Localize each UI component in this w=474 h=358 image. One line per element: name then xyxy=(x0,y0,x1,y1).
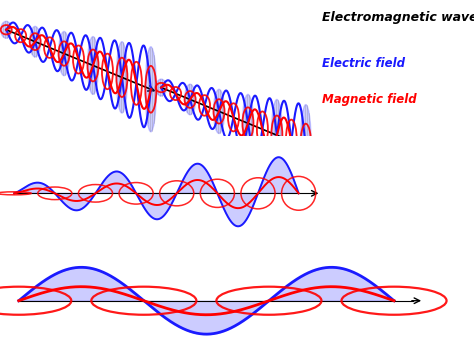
Ellipse shape xyxy=(146,47,156,132)
Ellipse shape xyxy=(301,105,311,190)
Ellipse shape xyxy=(184,84,196,115)
Ellipse shape xyxy=(272,100,283,171)
Ellipse shape xyxy=(213,89,225,134)
Ellipse shape xyxy=(117,42,128,113)
Text: Electric field: Electric field xyxy=(322,57,405,70)
Ellipse shape xyxy=(155,79,167,96)
Ellipse shape xyxy=(242,95,254,152)
Text: Magnetic field: Magnetic field xyxy=(322,93,417,106)
Text: Electromagnetic wave: Electromagnetic wave xyxy=(322,11,474,24)
Ellipse shape xyxy=(30,26,41,57)
Ellipse shape xyxy=(0,21,12,38)
Ellipse shape xyxy=(88,37,99,95)
Ellipse shape xyxy=(59,32,70,76)
